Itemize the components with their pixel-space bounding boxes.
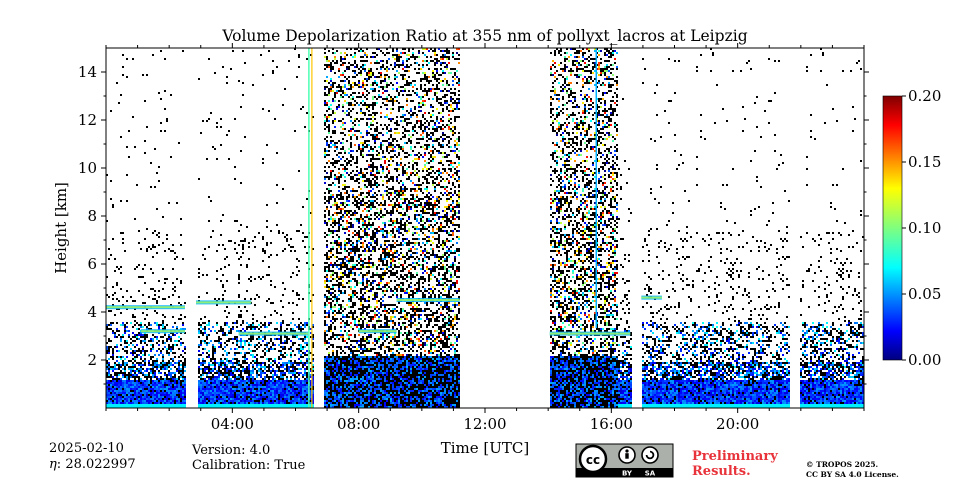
preliminary-line-2: Results. — [692, 464, 751, 479]
x-tick-label: 20:00 — [716, 415, 759, 433]
streak-line — [308, 48, 310, 408]
cc-by-sa-badge: cc BY SA — [575, 443, 674, 478]
copyright-line-2: CC BY SA 4.0 License. — [806, 470, 899, 479]
plot-area — [106, 48, 864, 408]
aerosol-layer-core — [396, 299, 460, 301]
y-tick-label: 12 — [78, 111, 97, 129]
preliminary-notice: Preliminary Results. — [692, 449, 778, 479]
colorbar-tick-label: 0.10 — [908, 219, 941, 237]
streak-line — [311, 48, 313, 408]
copyright-notice: © TROPOS 2025. CC BY SA 4.0 License. — [806, 460, 899, 480]
eta-label: η: 28.022997 — [49, 457, 136, 472]
share-alike-icon — [641, 446, 659, 464]
colorbar-axis: 0.00 0.05 0.10 0.15 0.20 — [902, 87, 941, 369]
depolarization-heatmap — [106, 48, 864, 408]
y-tick-label: 2 — [87, 351, 97, 369]
version-label: Version: 4.0 — [192, 443, 271, 458]
streak-line — [595, 48, 598, 328]
y-tick-label: 10 — [78, 159, 97, 177]
aerosol-layer-core — [358, 330, 397, 333]
eta-value: 28.022997 — [65, 457, 136, 472]
x-tick-label: 16:00 — [590, 415, 633, 433]
aerosol-layer-core — [196, 301, 252, 304]
y-tick-label: 8 — [87, 207, 97, 225]
aerosol-layer-core — [641, 296, 662, 299]
chart-title: Volume Depolarization Ratio at 355 nm of… — [221, 27, 747, 45]
colorbar-tick-label: 0.20 — [908, 87, 941, 105]
colorbar-tick-label: 0.00 — [908, 351, 941, 369]
colorbar-tick-label: 0.05 — [908, 285, 941, 303]
date-label: 2025-02-10 — [49, 441, 124, 456]
y-tick-label: 4 — [87, 303, 97, 321]
colorbar — [882, 95, 903, 361]
x-tick-label: 08:00 — [337, 415, 380, 433]
copyright-line-1: © TROPOS 2025. — [806, 460, 879, 469]
x-tick-label: 04:00 — [211, 415, 254, 433]
aerosol-layer-core — [238, 332, 309, 335]
aerosol-layer-core — [549, 332, 631, 335]
colorbar-tick-label: 0.15 — [908, 153, 941, 171]
preliminary-line-1: Preliminary — [692, 449, 778, 464]
aerosol-layer-core — [140, 330, 185, 333]
y-axis: 2 4 6 8 10 12 14 — [78, 63, 869, 385]
calibration-label: Calibration: True — [192, 458, 306, 473]
x-tick-label: 12:00 — [463, 415, 506, 433]
y-axis-label: Height [km] — [52, 182, 70, 274]
y-tick-label: 14 — [78, 63, 97, 81]
aerosol-layer-core — [106, 306, 185, 309]
x-axis: 04:00 08:00 12:00 16:00 20:00 — [105, 43, 865, 433]
cc-icon — [578, 444, 608, 474]
y-tick-label: 6 — [87, 255, 97, 273]
x-axis-label: Time [UTC] — [441, 439, 530, 457]
